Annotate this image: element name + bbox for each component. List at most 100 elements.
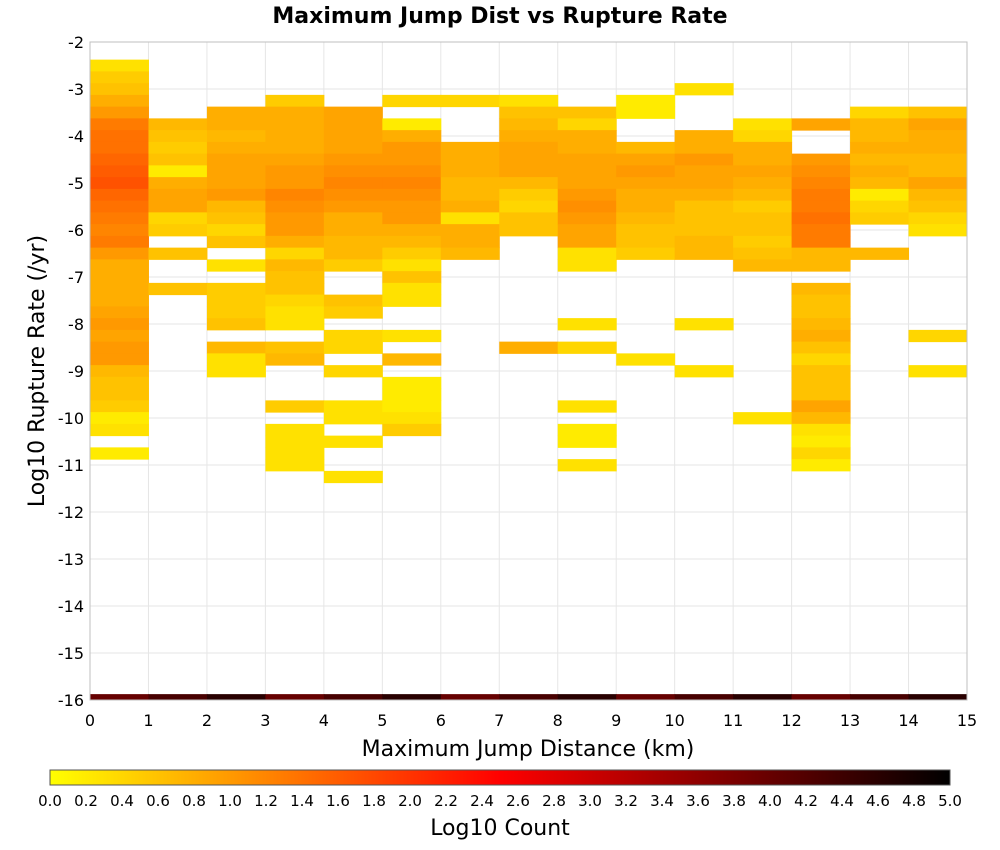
heatmap-cell — [323, 365, 383, 378]
heatmap-cell — [206, 165, 266, 178]
heatmap-cell — [382, 177, 442, 190]
heatmap-cell — [908, 200, 968, 213]
heatmap-cell — [733, 130, 793, 143]
heatmap-cell — [850, 153, 910, 166]
heatmap-cell — [733, 118, 793, 131]
heatmap-cell — [791, 318, 851, 331]
heatmap-cell — [265, 106, 325, 119]
heatmap-cell — [791, 247, 851, 260]
colorbar-tick-label: 1.4 — [290, 792, 314, 810]
heatmap-cell — [850, 247, 910, 260]
y-tick-label: -9 — [68, 362, 84, 381]
chart-title: Maximum Jump Dist vs Rupture Rate — [272, 4, 727, 29]
colorbar-tick-label: 3.4 — [650, 792, 674, 810]
y-tick-label: -3 — [68, 80, 84, 99]
x-tick-label: 13 — [840, 711, 860, 730]
heatmap-cell — [90, 247, 149, 260]
heatmap-cell — [265, 400, 325, 413]
heatmap-cell — [616, 165, 676, 178]
heatmap-cell — [265, 177, 325, 190]
heatmap-cell — [206, 341, 266, 354]
heatmap-cell — [557, 235, 617, 249]
heatmap-cell — [791, 694, 851, 700]
heatmap-cell — [674, 165, 734, 178]
colorbar-tick-label: 2.2 — [434, 792, 458, 810]
heatmap-cell — [440, 153, 500, 166]
heatmap-cell — [791, 153, 851, 166]
heatmap-cell — [265, 318, 325, 331]
heatmap-cell — [323, 153, 383, 166]
heatmap-cell — [323, 106, 383, 119]
colorbar-tick-label: 0.0 — [38, 792, 62, 810]
heatmap-cell — [557, 694, 617, 700]
heatmap-cell — [148, 282, 208, 296]
x-tick-label: 4 — [319, 711, 329, 730]
heatmap-cell — [499, 141, 559, 155]
heatmap-cell — [265, 259, 325, 272]
heatmap-cell — [499, 177, 559, 190]
heatmap-cell — [382, 353, 442, 366]
heatmap-cell — [265, 294, 325, 307]
heatmap-cell — [674, 153, 734, 166]
heatmap-cell — [557, 177, 617, 190]
heatmap-cell — [323, 235, 383, 249]
heatmap-cell — [382, 235, 442, 249]
heatmap-cell — [90, 423, 149, 437]
heatmap-cell — [557, 247, 617, 260]
heatmap-cell — [148, 153, 208, 166]
heatmap-cell — [206, 353, 266, 366]
heatmap-cell — [440, 188, 500, 202]
heatmap-cell — [440, 224, 500, 237]
heatmap-cell — [674, 694, 734, 700]
heatmap-cell — [265, 212, 325, 225]
y-tick-label: -8 — [68, 315, 84, 334]
heatmap-cell — [265, 200, 325, 213]
heatmap-cell — [733, 212, 793, 225]
heatmap-cell — [908, 188, 968, 202]
heatmap-cell — [733, 235, 793, 249]
heatmap-cell — [557, 318, 617, 331]
heatmap-cell — [674, 200, 734, 213]
heatmap-cell — [148, 200, 208, 213]
heatmap-cell — [90, 341, 149, 354]
heatmap-cell — [499, 130, 559, 143]
heatmap-cell — [382, 259, 442, 272]
heatmap-cell — [616, 212, 676, 225]
heatmap-cell — [382, 212, 442, 225]
heatmap-cell — [791, 365, 851, 378]
heatmap-cell — [382, 153, 442, 166]
heatmap-cell — [265, 435, 325, 448]
heatmap-cell — [557, 141, 617, 155]
heatmap-cell — [265, 694, 325, 700]
heatmap-cell — [90, 94, 149, 108]
heatmap-cell — [557, 400, 617, 413]
heatmap-cell — [908, 153, 968, 166]
heatmap-cell — [616, 153, 676, 166]
heatmap-cell — [265, 423, 325, 437]
heatmap-cell — [90, 400, 149, 413]
heatmap-cell — [440, 694, 500, 700]
x-tick-label: 3 — [260, 711, 270, 730]
heatmap-cell — [499, 212, 559, 225]
heatmap-cell — [440, 165, 500, 178]
heatmap-cell — [265, 94, 325, 108]
colorbar-tick-label: 2.4 — [470, 792, 494, 810]
heatmap-cell — [908, 177, 968, 190]
heatmap-cell — [90, 200, 149, 213]
heatmap-cell — [90, 71, 149, 84]
heatmap-cell — [674, 177, 734, 190]
heatmap-cell — [323, 294, 383, 307]
heatmap-cell — [148, 212, 208, 225]
heatmap-cell — [616, 106, 676, 119]
heatmap-cell — [557, 259, 617, 272]
heatmap-cell — [499, 188, 559, 202]
heatmap-cell — [90, 353, 149, 366]
x-tick-label: 1 — [143, 711, 153, 730]
heatmap-cells — [90, 59, 968, 700]
heatmap-cell — [733, 153, 793, 166]
heatmap-cell — [323, 141, 383, 155]
heatmap-cell — [382, 376, 442, 390]
heatmap-cell — [265, 224, 325, 237]
heatmap-cell — [674, 212, 734, 225]
heatmap-cell — [557, 200, 617, 213]
